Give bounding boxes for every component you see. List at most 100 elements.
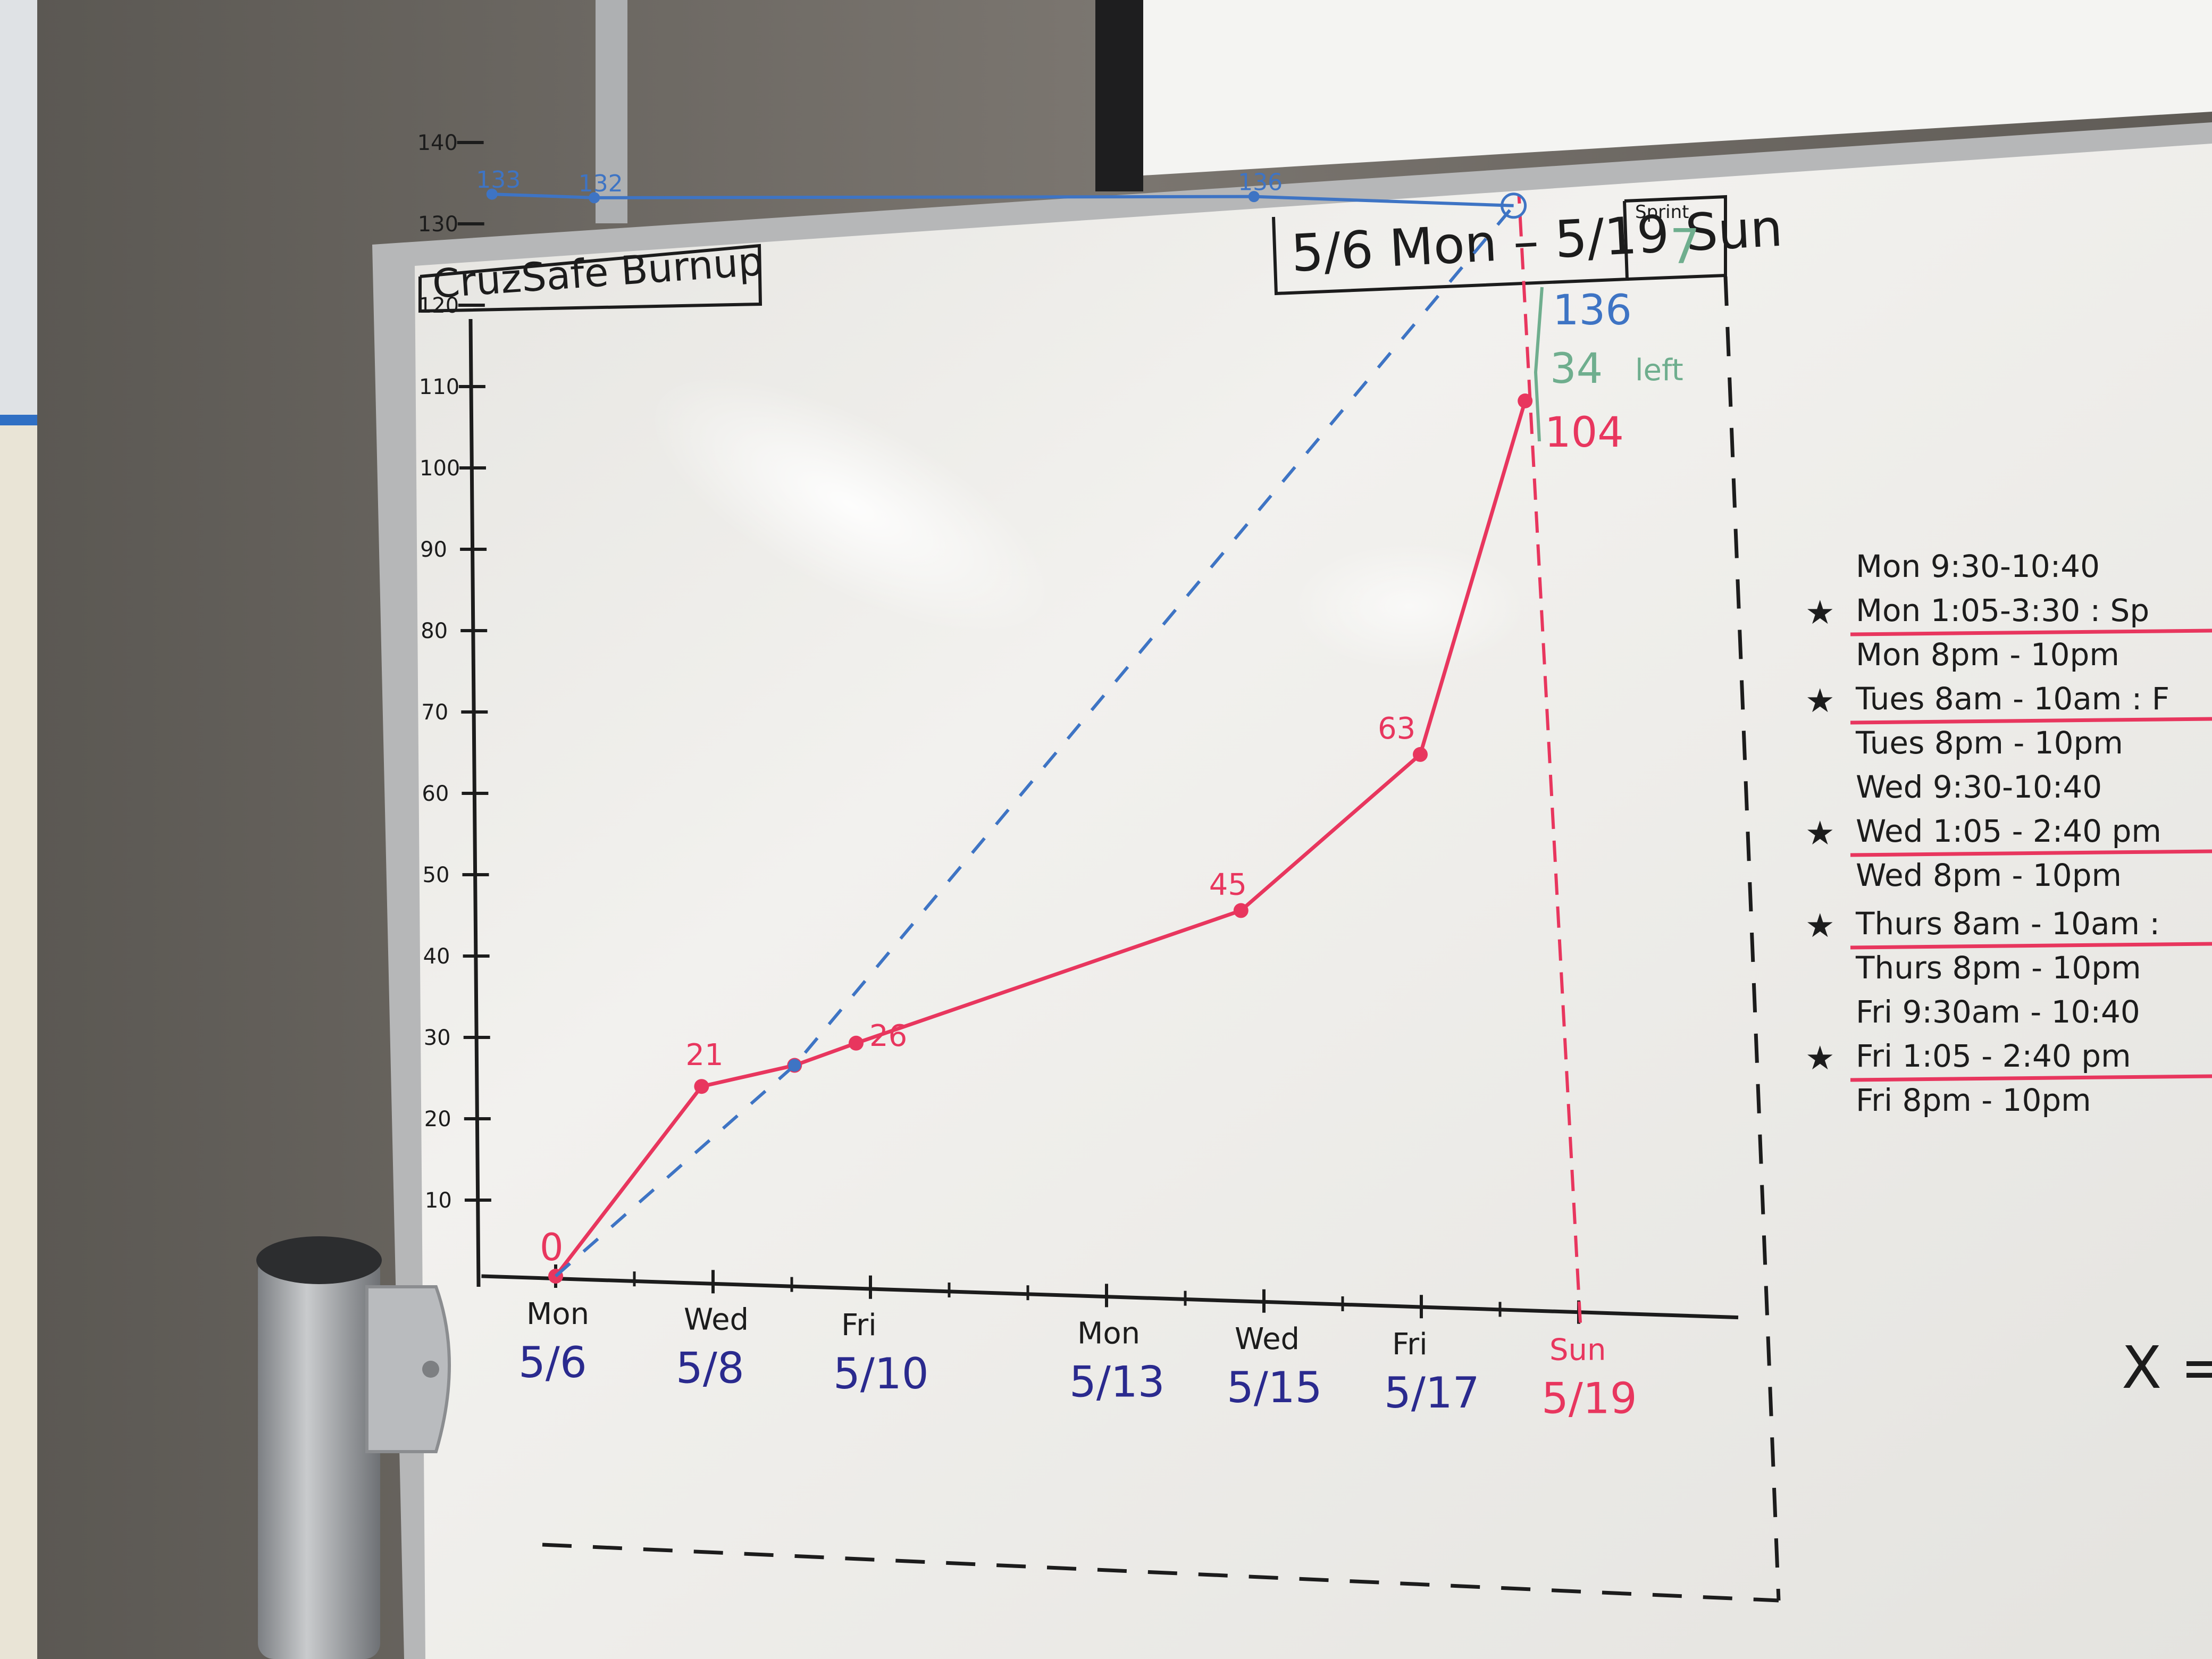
blue-tape xyxy=(0,415,37,426)
x-tick-date: 5/10 xyxy=(833,1349,929,1398)
series-line-2 xyxy=(492,192,1514,207)
schedule-item: Mon 9:30-10:40 xyxy=(1856,548,2100,584)
y-tick-label: 10 xyxy=(425,1188,452,1213)
scope-point xyxy=(1248,191,1260,203)
star-icon: ★ xyxy=(1805,814,1835,852)
meeting-schedule: Mon 9:30-10:40 ★ Mon 1:05-3:30 : Sp Mon 8pm… xyxy=(1805,548,2212,1118)
schedule-item: Fri 8pm - 10pm xyxy=(1856,1082,2091,1118)
red-data-point xyxy=(694,1079,709,1094)
y-tick-label: 60 xyxy=(422,782,449,806)
deadline-line xyxy=(1517,195,1582,1323)
y-tick-label: 110 xyxy=(419,375,459,399)
sprint-label: Sprint xyxy=(1635,202,1689,223)
data-label: 26 xyxy=(869,1019,907,1053)
schedule-item: Tues 8am - 10am : F xyxy=(1855,681,2169,717)
projector-screen xyxy=(1143,0,2212,175)
x-tick-date: 5/19 xyxy=(1541,1374,1637,1423)
data-label: 0 xyxy=(540,1226,564,1269)
light-glare-2 xyxy=(1292,542,1526,670)
star-icon: ★ xyxy=(1805,1038,1835,1077)
y-tick-label: 130 xyxy=(418,212,458,237)
wall-panel xyxy=(0,425,37,1659)
date-box-frame xyxy=(1272,200,1629,296)
y-tick-label: 80 xyxy=(421,619,448,643)
x-tick-day: Mon xyxy=(526,1297,589,1331)
scope-point xyxy=(486,188,498,200)
data-label: 132 xyxy=(579,170,623,197)
x-tick-date: 5/13 xyxy=(1069,1357,1165,1406)
data-label: 45 xyxy=(1209,867,1247,902)
scope-total-label: 136 xyxy=(1553,287,1632,334)
x-tick-day: Sun xyxy=(1549,1333,1606,1368)
blue-data-point xyxy=(788,1059,801,1072)
y-tick-label: 20 xyxy=(424,1107,451,1132)
x-tick-day: Fri xyxy=(1392,1327,1428,1362)
title-box-frame xyxy=(418,244,763,313)
board-surface xyxy=(415,144,2212,1659)
y-tick-label: 90 xyxy=(420,538,447,562)
x-tick-date: 5/15 xyxy=(1227,1363,1322,1412)
board-clamp xyxy=(365,1285,451,1453)
schedule-item: Wed 8pm - 10pm xyxy=(1856,857,2122,893)
y-tick-label: 140 xyxy=(417,131,458,155)
y-tick-label: 50 xyxy=(423,863,450,887)
x-tick-day: Mon xyxy=(1077,1316,1140,1351)
board-divider-dashed xyxy=(1723,276,1781,1601)
y-axis-line xyxy=(468,319,481,1287)
bottom-dashed-line xyxy=(542,1543,1779,1603)
y-tick-label: 40 xyxy=(423,944,450,969)
margin-note: X = xyxy=(2122,1334,2212,1402)
data-label: 136 xyxy=(1238,169,1283,196)
remaining-points-label: 34 xyxy=(1550,345,1603,393)
red-data-point xyxy=(849,1035,864,1051)
schedule-underline xyxy=(1850,849,2212,857)
schedule-underline xyxy=(1850,629,2212,636)
y-tick-label: 100 xyxy=(420,456,460,481)
chart-annotations: 0 21 26 45 63 133 132 136 xyxy=(476,166,1415,1269)
y-axis-ticks: 10 20 30 40 50 60 70 80 90 100 110 120 130 140 xyxy=(417,131,491,1213)
star-icon: ★ xyxy=(1805,593,1835,632)
chart-axes xyxy=(468,319,1739,1320)
x-tick-date: 5/17 xyxy=(1384,1368,1480,1418)
y-tick-label: 30 xyxy=(424,1026,451,1050)
stand-cap xyxy=(256,1236,382,1284)
schedule-underline xyxy=(1850,1074,2212,1082)
schedule-item: Thurs 8pm - 10pm xyxy=(1855,950,2141,986)
data-label: 21 xyxy=(685,1038,723,1073)
schedule-item: Mon 8pm - 10pm xyxy=(1856,636,2119,673)
dark-frame xyxy=(1095,0,1143,191)
schedule-item: Fri 9:30am - 10:40 xyxy=(1856,994,2140,1030)
scope-bracket: 136 34 left 104 xyxy=(1534,287,1683,457)
star-icon: ★ xyxy=(1805,906,1835,945)
remaining-note: left xyxy=(1635,353,1683,388)
red-data-point xyxy=(1518,393,1533,408)
red-data-point xyxy=(1233,903,1249,918)
schedule-item: Thurs 8am - 10am : xyxy=(1855,906,2160,942)
y-tick-label: 120 xyxy=(418,294,459,318)
star-icon: ★ xyxy=(1805,681,1835,720)
schedule-underline xyxy=(1850,717,2212,725)
x-tick-day: Wed xyxy=(1235,1322,1300,1356)
red-data-point xyxy=(1413,747,1428,762)
schedule-underline xyxy=(1850,942,2212,950)
data-label: 63 xyxy=(1378,711,1415,746)
schedule-item: Wed 1:05 - 2:40 pm xyxy=(1856,813,2161,849)
x-tick-day: Fri xyxy=(841,1308,877,1343)
clamp-screw xyxy=(422,1361,439,1378)
x-axis-line xyxy=(481,1274,1739,1320)
stand-pole xyxy=(258,1255,380,1659)
y-tick-label: 70 xyxy=(421,700,448,725)
schedule-item: Mon 1:05-3:30 : Sp xyxy=(1856,592,2149,629)
scope-point xyxy=(1501,192,1527,219)
x-tick-date: 5/8 xyxy=(676,1343,744,1393)
sprint-box-frame xyxy=(1624,195,1727,281)
x-tick-date: 5/6 xyxy=(518,1338,587,1387)
light-glare xyxy=(649,376,1052,634)
x-tick-day: Wed xyxy=(684,1302,749,1337)
schedule-item: Wed 9:30-10:40 xyxy=(1856,769,2102,805)
data-label: 133 xyxy=(476,166,521,194)
x-axis-ticks: Mon 5/6 Wed 5/8 Fri 5/10 Mon 5/13 Wed 5/15 Fri 5/17… xyxy=(518,1264,1637,1423)
scope-point xyxy=(589,192,600,204)
schedule-item: Fri 1:05 - 2:40 pm xyxy=(1856,1038,2131,1074)
